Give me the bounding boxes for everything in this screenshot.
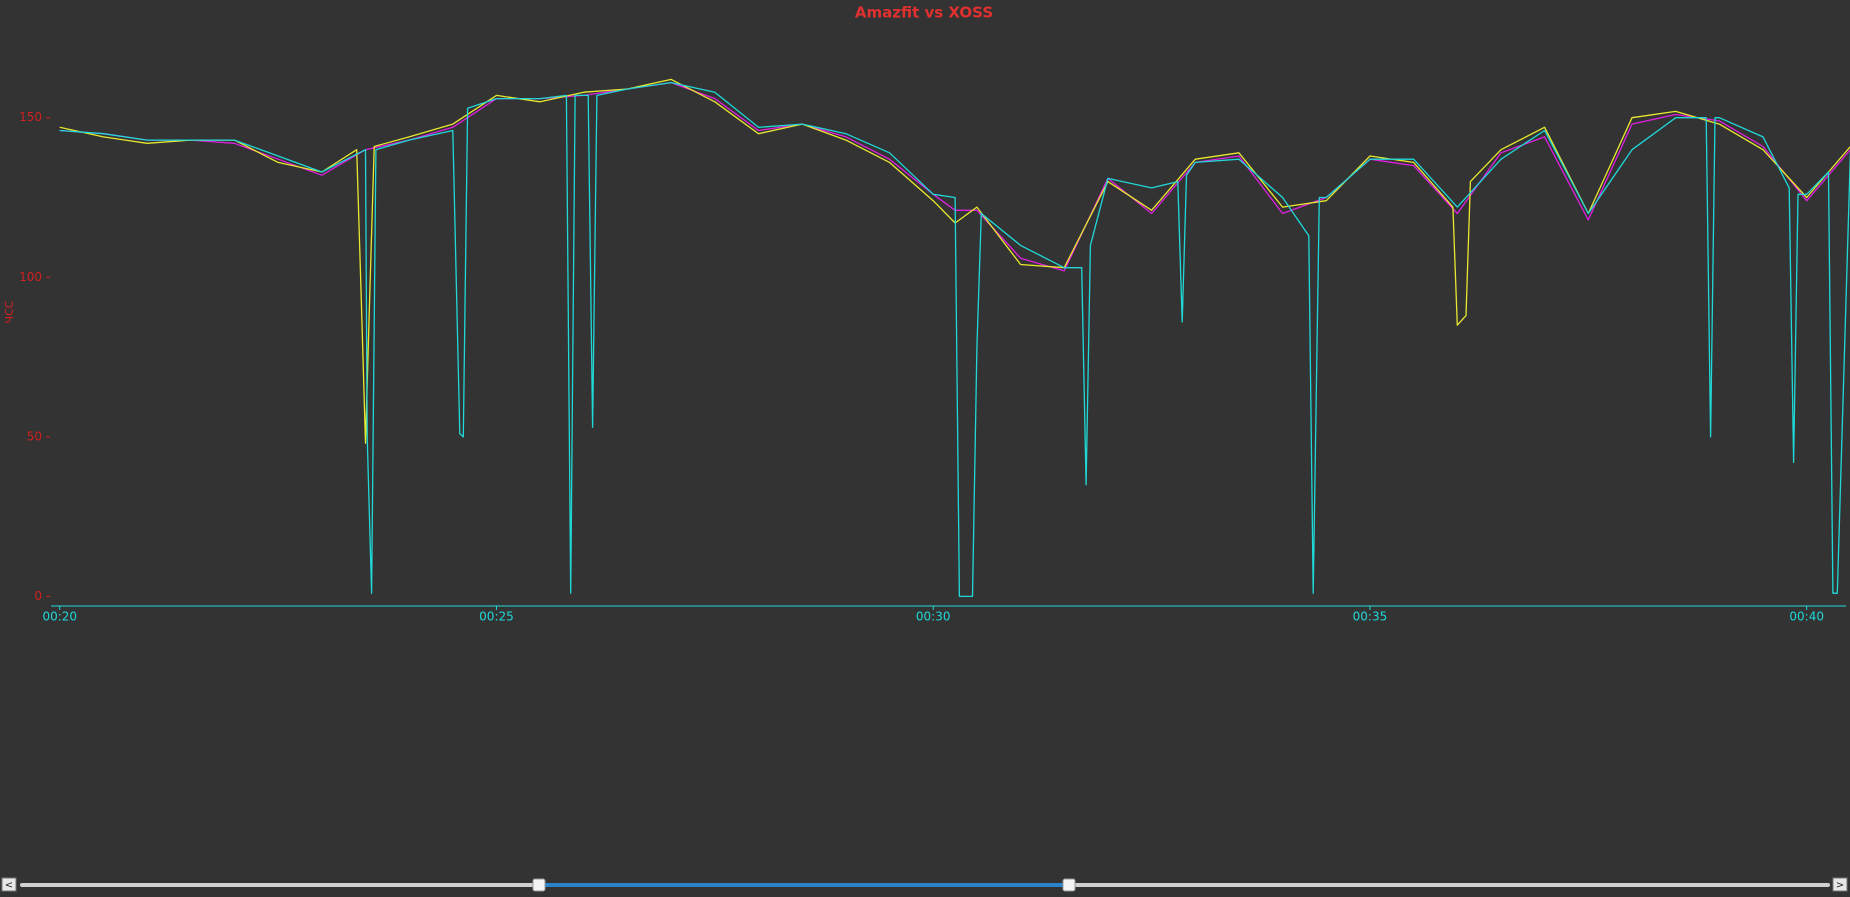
x-tick-label: 00:25 bbox=[479, 610, 514, 624]
series-line bbox=[59, 81, 1850, 598]
y-tick-label: 0 bbox=[34, 589, 42, 603]
x-tick-label: 00:35 bbox=[1353, 610, 1388, 624]
y-tick-label: 100 bbox=[19, 270, 42, 284]
slider-range[interactable] bbox=[539, 883, 1069, 887]
slider-prev-label[interactable]: < bbox=[5, 880, 13, 891]
slider-prev-button[interactable] bbox=[1, 877, 17, 892]
slider-next-label[interactable]: > bbox=[1836, 880, 1844, 891]
chart-title: Amazfit vs XOSS bbox=[855, 4, 993, 22]
y-tick-label: 50 bbox=[27, 429, 42, 443]
series-line bbox=[59, 78, 1850, 444]
y-axis-label: ЧСС bbox=[3, 300, 16, 323]
series-line bbox=[59, 81, 1850, 272]
slider[interactable]: < > bbox=[1, 877, 1848, 892]
x-tick-label: 00:30 bbox=[916, 610, 951, 624]
slider-handle[interactable] bbox=[532, 878, 546, 892]
x-tick-label: 00:40 bbox=[1789, 610, 1824, 624]
slider-handle[interactable] bbox=[1062, 878, 1076, 892]
y-tick-label: 150 bbox=[19, 110, 42, 124]
slider-next-button[interactable] bbox=[1832, 877, 1848, 892]
x-tick-label: 00:20 bbox=[42, 610, 77, 624]
